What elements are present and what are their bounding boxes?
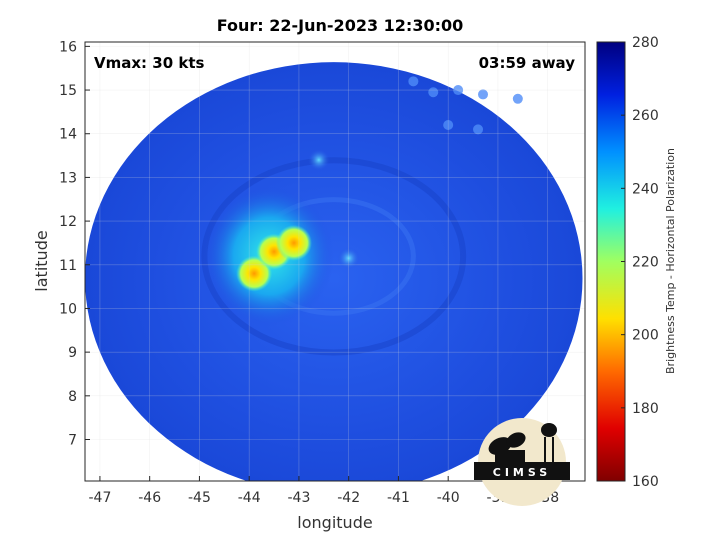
x-tick-label: -46: [138, 490, 161, 506]
logo-text: CIMSS: [493, 466, 551, 479]
heatmap-layer: [85, 62, 583, 481]
x-tick-label: -47: [88, 490, 111, 506]
colorbar-tick-label: 200: [632, 328, 659, 344]
small-cell: [473, 124, 484, 135]
colorbar-tick-label: 180: [632, 401, 659, 417]
x-tick-label: -43: [287, 490, 310, 506]
y-tick-label: 8: [68, 389, 77, 405]
swath-disc: [85, 62, 583, 481]
axes: -47-46-45-44-43-42-41-40-39-387891011121…: [59, 39, 586, 506]
colorbar: 160 180 200 220 240 260 280: [596, 35, 659, 490]
colorbar-tick-label: 280: [632, 35, 659, 51]
x-tick-label: -40: [437, 490, 460, 506]
colorbar-tick-label: 260: [632, 108, 659, 124]
spiral-band: [201, 157, 467, 356]
convective-cell: [337, 247, 360, 270]
satellite-dish-icon: [488, 432, 526, 462]
axes-frame: [84, 41, 586, 482]
grid-lines: [85, 42, 585, 481]
cimss-logo: CIMSS: [474, 418, 570, 506]
y-tick-label: 7: [68, 433, 77, 449]
x-tick-label: -45: [188, 490, 211, 506]
x-tick-label: -44: [238, 490, 261, 506]
colorbar-label: Brightness Temp - Horizontal Polarizatio…: [664, 148, 677, 374]
x-tick-label: -41: [387, 490, 410, 506]
chart-title: Four: 22-Jun-2023 12:30:00: [217, 16, 464, 35]
small-cell: [428, 87, 439, 98]
logo-banner: [474, 462, 570, 480]
colorbar-tick-label: 220: [632, 255, 659, 271]
x-tick-label: -42: [337, 490, 360, 506]
y-tick-label: 15: [59, 83, 77, 99]
colorbar-tick-label: 160: [632, 474, 659, 490]
small-cell: [408, 76, 419, 87]
water-tower-icon: [541, 423, 557, 463]
y-tick-label: 14: [59, 127, 77, 143]
y-tick-label: 16: [59, 39, 77, 55]
y-tick-label: 11: [59, 258, 77, 274]
convective-cell: [307, 148, 330, 171]
away-annotation: 03:59 away: [479, 54, 576, 72]
y-axis-label: latitude: [32, 230, 51, 291]
small-cell: [453, 85, 464, 96]
y-tick-label: 10: [59, 301, 77, 317]
y-tick-label: 13: [59, 170, 77, 186]
x-axis-label: longitude: [297, 513, 372, 532]
y-tick-label: 12: [59, 214, 77, 230]
small-cell: [443, 119, 454, 130]
small-cell: [512, 93, 523, 104]
convective-core: [275, 224, 312, 261]
colorbar-gradient: [596, 41, 626, 482]
y-tick-label: 9: [68, 345, 77, 361]
small-cell: [478, 89, 489, 100]
vmax-annotation: Vmax: 30 kts: [94, 54, 204, 72]
colorbar-tick-label: 240: [632, 181, 659, 197]
